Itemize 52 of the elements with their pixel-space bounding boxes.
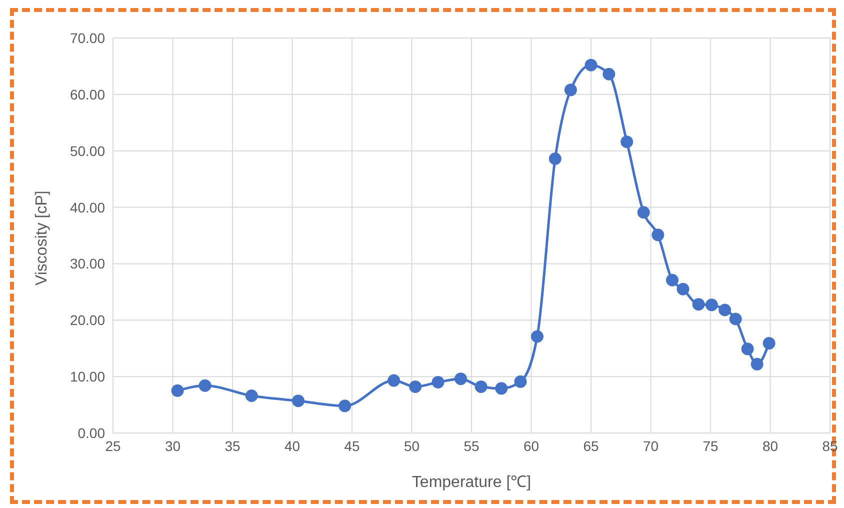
- x-tick-label: 55: [464, 438, 480, 454]
- point: [729, 312, 742, 326]
- x-tick-label: 30: [164, 438, 181, 454]
- y-tick-label: 50.00: [70, 142, 106, 159]
- point: [338, 400, 352, 412]
- x-tick-label: 70: [642, 438, 659, 454]
- x-tick-label: 25: [105, 438, 121, 454]
- x-tick-label: 85: [822, 438, 838, 454]
- x-tick-label: 75: [702, 438, 718, 454]
- point: [530, 330, 544, 343]
- point: [741, 342, 754, 356]
- point: [514, 375, 527, 388]
- y-tick-label: 10.00: [70, 368, 106, 385]
- point: [637, 206, 650, 219]
- point: [292, 394, 304, 408]
- point: [584, 58, 598, 72]
- x-tick-label: 45: [344, 438, 360, 454]
- point: [692, 298, 705, 311]
- point: [652, 228, 664, 242]
- x-tick-label: 60: [523, 438, 540, 454]
- point: [718, 304, 732, 316]
- point: [474, 380, 488, 393]
- point: [602, 68, 616, 80]
- y-axis-title: Viscosity [cP]: [34, 190, 51, 286]
- point: [620, 136, 634, 148]
- point: [548, 152, 562, 166]
- point: [171, 384, 184, 397]
- y-tick-label: 0.00: [78, 424, 106, 441]
- y-tick-label: 20.00: [70, 312, 106, 328]
- point: [432, 376, 444, 388]
- point: [198, 379, 212, 392]
- point: [454, 372, 467, 386]
- y-tick-label: 40.00: [70, 199, 106, 216]
- y-tick-label: 60.00: [70, 86, 106, 102]
- point: [750, 358, 764, 370]
- x-tick-label: 50: [404, 438, 420, 454]
- point: [705, 298, 718, 312]
- point: [666, 274, 679, 286]
- point: [564, 84, 577, 96]
- x-tick-label: 80: [762, 438, 778, 454]
- x-tick-label: 65: [583, 438, 599, 454]
- point: [245, 390, 258, 402]
- y-tick-label: 70.00: [70, 30, 106, 46]
- point: [388, 374, 400, 387]
- point: [762, 337, 776, 350]
- y-tick-label: 30.00: [70, 256, 106, 272]
- point: [676, 282, 690, 296]
- point: [495, 382, 508, 395]
- point: [409, 380, 422, 393]
- x-tick-label: 35: [224, 438, 240, 454]
- x-axis-title: Temperature [℃]: [412, 474, 532, 491]
- x-tick-label: 40: [284, 438, 300, 454]
